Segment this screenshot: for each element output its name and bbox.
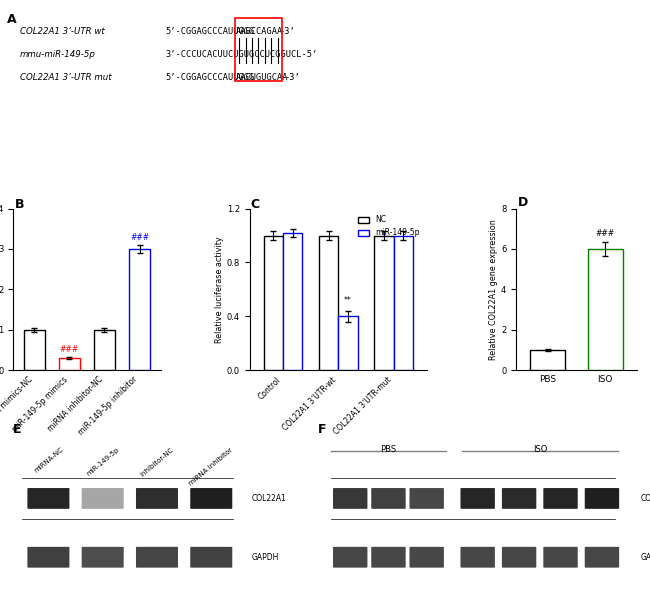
FancyBboxPatch shape	[333, 488, 367, 509]
Text: miRNA-NC: miRNA-NC	[32, 447, 64, 474]
Legend: NC, miR-149-5p: NC, miR-149-5p	[355, 213, 423, 240]
Text: ###: ###	[596, 229, 615, 238]
Text: COL22A1: COL22A1	[640, 494, 650, 503]
FancyBboxPatch shape	[27, 488, 70, 509]
Text: GAPDH: GAPDH	[252, 553, 279, 562]
FancyBboxPatch shape	[136, 547, 178, 568]
Bar	[129, 249, 150, 370]
Text: D: D	[517, 197, 528, 210]
Bar	[530, 350, 565, 370]
Y-axis label: Relative COL22A1 gene expression: Relative COL22A1 gene expression	[489, 219, 498, 360]
Bar	[283, 233, 302, 370]
Text: -3’: -3’	[285, 73, 300, 82]
FancyBboxPatch shape	[410, 547, 444, 568]
Text: inhibitor-NC: inhibitor-NC	[139, 447, 175, 478]
Text: COL22A1 3’-UTR wt: COL22A1 3’-UTR wt	[20, 27, 104, 37]
Bar	[235, 18, 282, 81]
Bar	[394, 235, 413, 370]
Text: AACUGUGCAA: AACUGUGCAA	[236, 73, 289, 82]
FancyBboxPatch shape	[190, 488, 232, 509]
Text: GAPDH: GAPDH	[640, 553, 650, 562]
Text: 5’-CGGAGCCCAUUGGG: 5’-CGGAGCCCAUUGGG	[166, 27, 255, 37]
Bar	[374, 235, 394, 370]
FancyBboxPatch shape	[585, 488, 619, 509]
Text: ISO: ISO	[532, 445, 547, 454]
Text: ###: ###	[60, 345, 79, 354]
Text: F: F	[318, 423, 327, 436]
Text: 5’-CGGAGCCCAUUGGG: 5’-CGGAGCCCAUUGGG	[166, 73, 255, 82]
FancyBboxPatch shape	[410, 488, 444, 509]
FancyBboxPatch shape	[543, 547, 578, 568]
Text: -3’: -3’	[280, 27, 295, 37]
FancyBboxPatch shape	[460, 488, 495, 509]
Text: miRNA inhibitor: miRNA inhibitor	[188, 447, 234, 486]
Text: A: A	[6, 13, 16, 26]
FancyBboxPatch shape	[136, 488, 178, 509]
FancyBboxPatch shape	[371, 547, 406, 568]
FancyBboxPatch shape	[190, 547, 232, 568]
Text: PBS: PBS	[380, 445, 396, 454]
FancyBboxPatch shape	[333, 547, 367, 568]
FancyBboxPatch shape	[27, 547, 70, 568]
Bar	[338, 316, 358, 370]
Text: miR-149-5p: miR-149-5p	[85, 447, 120, 477]
Text: AAGCCAGAA: AAGCCAGAA	[236, 27, 283, 37]
FancyBboxPatch shape	[502, 547, 536, 568]
FancyBboxPatch shape	[82, 547, 124, 568]
Text: E: E	[13, 423, 21, 436]
FancyBboxPatch shape	[543, 488, 578, 509]
FancyBboxPatch shape	[585, 547, 619, 568]
FancyBboxPatch shape	[82, 488, 124, 509]
Text: COL22A1 3’-UTR mut: COL22A1 3’-UTR mut	[20, 73, 111, 82]
Bar	[588, 249, 623, 370]
Y-axis label: Relative luciferase activity: Relative luciferase activity	[215, 236, 224, 343]
Text: 3’-CCCUCACUUCUGUGCCUCGGUCL-5’: 3’-CCCUCACUUCUGUGCCUCGGUCL-5’	[166, 50, 318, 59]
FancyBboxPatch shape	[460, 547, 495, 568]
FancyBboxPatch shape	[371, 488, 406, 509]
Bar	[23, 330, 45, 370]
Text: **: **	[344, 296, 352, 306]
Text: COL22A1: COL22A1	[252, 494, 286, 503]
Text: C: C	[251, 198, 260, 211]
Bar	[319, 235, 338, 370]
Text: B: B	[15, 199, 24, 211]
Bar	[94, 330, 115, 370]
Bar	[263, 235, 283, 370]
FancyBboxPatch shape	[502, 488, 536, 509]
Bar	[58, 358, 80, 370]
Text: mmu-miR-149-5p: mmu-miR-149-5p	[20, 50, 96, 59]
Text: ###: ###	[130, 233, 149, 242]
